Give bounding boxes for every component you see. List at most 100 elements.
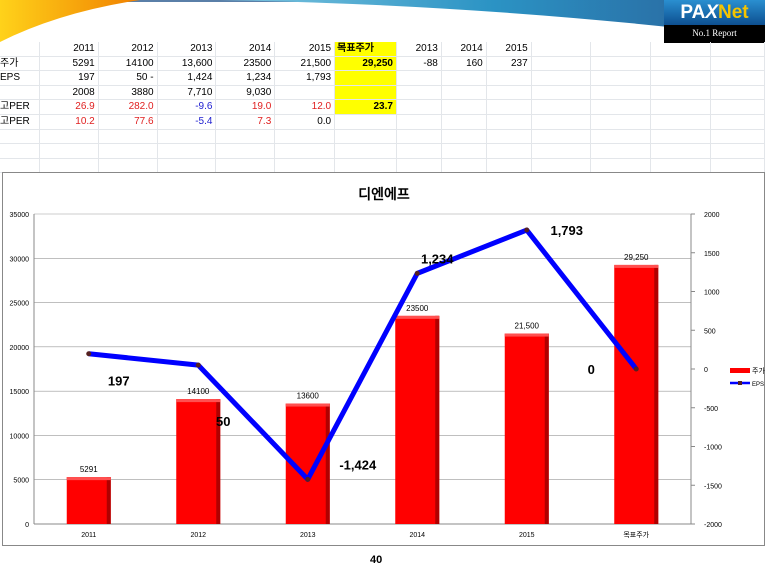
cell[interactable] (216, 129, 276, 144)
cell[interactable]: 7.3 (216, 114, 276, 129)
cell[interactable] (335, 158, 397, 173)
cell[interactable] (711, 144, 765, 158)
cell[interactable] (711, 158, 765, 173)
cell[interactable]: 29,250 (335, 56, 397, 71)
cell[interactable] (335, 71, 397, 85)
cell[interactable] (591, 158, 652, 173)
cell[interactable] (275, 158, 336, 173)
cell[interactable] (532, 71, 592, 85)
cell[interactable]: 50 - (99, 71, 158, 85)
cell[interactable]: 77.6 (99, 114, 158, 129)
cell[interactable] (591, 56, 652, 71)
cell[interactable] (442, 114, 487, 129)
cell[interactable] (0, 144, 40, 158)
cell[interactable]: 5291 (40, 56, 99, 71)
cell[interactable] (711, 129, 765, 144)
cell[interactable] (591, 42, 652, 56)
cell[interactable] (397, 144, 442, 158)
cell[interactable] (487, 158, 532, 173)
cell[interactable]: 14100 (99, 56, 158, 71)
cell[interactable] (591, 144, 652, 158)
cell[interactable]: -5.4 (158, 114, 217, 129)
cell[interactable]: 2014 (216, 42, 276, 56)
cell[interactable]: 고PER (0, 114, 40, 129)
cell[interactable]: 2013 (397, 42, 442, 56)
cell[interactable]: 13,600 (158, 56, 217, 71)
cell[interactable] (711, 56, 765, 71)
cell[interactable]: 10.2 (40, 114, 99, 129)
cell[interactable] (651, 56, 712, 71)
cell[interactable]: EPS (0, 71, 40, 85)
cell[interactable]: 2011 (40, 42, 99, 56)
cell[interactable] (711, 71, 765, 85)
cell[interactable] (442, 129, 487, 144)
cell[interactable]: 고PER (0, 100, 40, 114)
cell[interactable] (711, 42, 765, 56)
cell[interactable] (335, 144, 397, 158)
cell[interactable]: 160 (442, 56, 487, 71)
cell[interactable] (442, 158, 487, 173)
cell[interactable]: 197 (40, 71, 99, 85)
cell[interactable] (487, 129, 532, 144)
cell[interactable] (335, 85, 397, 100)
cell[interactable]: 26.9 (40, 100, 99, 114)
cell[interactable] (442, 100, 487, 114)
cell[interactable] (275, 144, 336, 158)
cell[interactable] (487, 71, 532, 85)
cell[interactable] (591, 114, 652, 129)
cell[interactable] (397, 129, 442, 144)
cell[interactable] (651, 85, 712, 100)
cell[interactable] (651, 71, 712, 85)
cell[interactable] (487, 100, 532, 114)
cell[interactable] (442, 85, 487, 100)
cell[interactable] (158, 129, 217, 144)
cell[interactable] (397, 158, 442, 173)
cell[interactable] (275, 129, 336, 144)
cell[interactable] (651, 42, 712, 56)
cell[interactable] (487, 85, 532, 100)
cell[interactable] (532, 129, 592, 144)
cell[interactable] (0, 129, 40, 144)
cell[interactable] (397, 100, 442, 114)
cell[interactable] (591, 100, 652, 114)
cell[interactable] (591, 71, 652, 85)
cell[interactable] (651, 158, 712, 173)
cell[interactable]: 2014 (442, 42, 487, 56)
cell[interactable]: 목표주가 (335, 42, 397, 56)
cell[interactable] (335, 114, 397, 129)
cell[interactable] (532, 144, 592, 158)
cell[interactable] (532, 158, 592, 173)
cell[interactable] (158, 144, 217, 158)
spreadsheet[interactable]: 2011 2012 2013 2014 2015 목표주가 2013 2014 2015 주가 52… (0, 42, 765, 174)
cell[interactable] (651, 144, 712, 158)
cell[interactable] (651, 129, 712, 144)
cell[interactable] (651, 100, 712, 114)
cell[interactable] (487, 114, 532, 129)
cell[interactable] (487, 144, 532, 158)
cell[interactable]: 1,793 (275, 71, 336, 85)
cell[interactable] (99, 129, 158, 144)
cell[interactable] (40, 144, 99, 158)
cell[interactable]: 23500 (216, 56, 276, 71)
cell[interactable] (532, 100, 592, 114)
cell[interactable] (0, 42, 40, 56)
cell[interactable] (99, 158, 158, 173)
cell[interactable] (711, 85, 765, 100)
cell[interactable] (442, 71, 487, 85)
cell[interactable] (397, 71, 442, 85)
cell[interactable] (711, 114, 765, 129)
cell[interactable]: 2013 (158, 42, 217, 56)
cell[interactable]: 7,710 (158, 85, 217, 100)
cell[interactable] (532, 114, 592, 129)
cell[interactable] (651, 114, 712, 129)
cell[interactable] (99, 144, 158, 158)
cell[interactable]: 19.0 (216, 100, 276, 114)
cell[interactable]: 2012 (99, 42, 158, 56)
cell[interactable] (216, 158, 276, 173)
cell[interactable] (532, 85, 592, 100)
cell[interactable]: 23.7 (335, 100, 397, 114)
cell[interactable] (591, 129, 652, 144)
cell[interactable] (335, 129, 397, 144)
cell[interactable] (397, 85, 442, 100)
cell[interactable]: 2015 (487, 42, 532, 56)
